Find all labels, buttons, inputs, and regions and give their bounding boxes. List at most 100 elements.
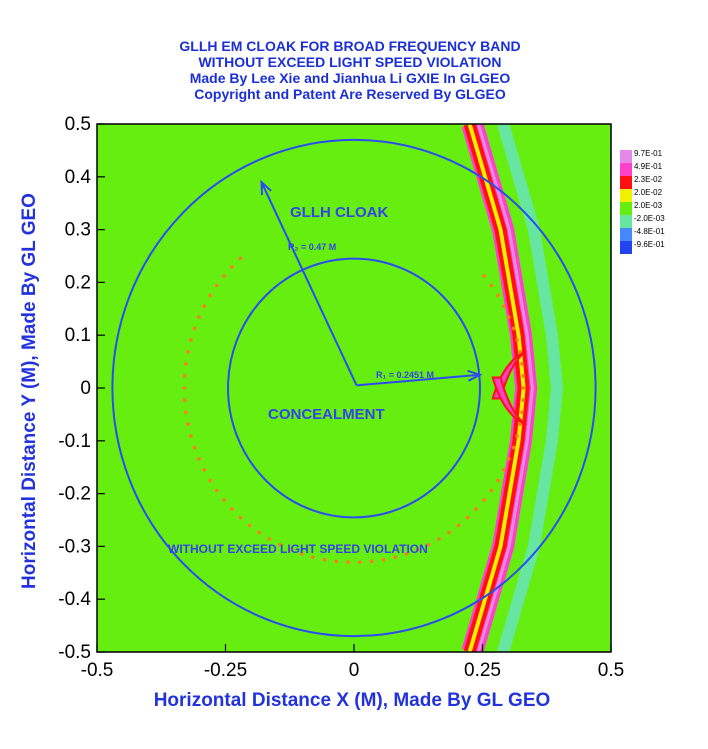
y-tick-label: 0.3: [65, 220, 91, 241]
boundary-dot: [299, 552, 304, 556]
boundary-dot: [521, 374, 526, 378]
boundary-dot: [415, 547, 420, 552]
boundary-dot: [184, 361, 188, 366]
r2-label: R₂ = 0.47 M: [288, 242, 336, 252]
legend-swatch: [620, 241, 632, 254]
boundary-dot: [521, 398, 526, 403]
boundary-dot: [521, 386, 526, 390]
boundary-dot: [208, 478, 212, 483]
boundary-dot: [189, 434, 193, 438]
boundary-dot: [186, 350, 190, 354]
legend-label: -2.0E-03: [634, 214, 665, 223]
x-tick-label: 0: [349, 660, 360, 681]
x-tick-label: 0.5: [598, 660, 624, 681]
r1-arrow-head: [467, 369, 483, 382]
y-tick-label: 0.4: [65, 167, 92, 188]
boundary-dot: [520, 361, 524, 366]
boundary-dot: [184, 410, 188, 415]
boundary-dot: [426, 542, 431, 547]
title-line-3: Made By Lee Xie and Jianhua Li GXIE In G…: [189, 70, 511, 86]
boundary-dot: [482, 498, 486, 502]
boundary-dot: [230, 265, 234, 269]
boundary-dot: [518, 350, 522, 354]
boundary-dot: [437, 537, 441, 541]
boundary-dot: [222, 498, 226, 502]
legend-swatch: [620, 176, 632, 189]
boundary-dot: [197, 315, 201, 319]
r1-label: R₁ = 0.2451 M: [376, 370, 434, 380]
boundary-dot: [482, 274, 486, 278]
legend-swatch: [620, 202, 632, 215]
boundary-dot: [214, 488, 219, 493]
boundary-dot: [515, 338, 519, 342]
boundary-dot: [515, 434, 519, 438]
boundary-dot: [496, 478, 500, 483]
legend-label: 4.9E-01: [634, 162, 663, 171]
y-tick-label: -0.5: [58, 642, 91, 663]
legend-swatch: [620, 150, 632, 163]
boundary-dot: [322, 557, 327, 562]
legend-swatch: [620, 215, 632, 228]
r2-arrow-head: [260, 179, 272, 196]
boundary-dot: [197, 457, 201, 461]
boundary-dot: [182, 398, 187, 403]
y-tick-label: 0.5: [65, 114, 91, 135]
legend-label: 9.7E-01: [634, 149, 663, 158]
boundary-dot: [238, 256, 243, 261]
boundary-dot: [456, 523, 461, 528]
circle-inner: [227, 257, 481, 519]
y-tick-label: 0.1: [65, 325, 91, 346]
boundary-dot: [511, 445, 516, 450]
boundary-dot: [186, 422, 190, 427]
boundary-dot: [257, 530, 261, 535]
x-tick-label: -0.5: [81, 660, 114, 681]
y-tick-label: 0: [80, 378, 91, 399]
boundary-dot: [277, 542, 282, 547]
boundary-dot: [182, 374, 187, 378]
title-line-1: GLLH EM CLOAK FOR BROAD FREQUENCY BAND: [179, 38, 521, 54]
boundary-dot: [230, 507, 234, 511]
concealment-label: CONCEALMENT: [268, 406, 385, 423]
cloak-label: GLLH CLOAK: [290, 204, 388, 221]
boundary-dot: [214, 283, 219, 288]
y-tick-label: -0.1: [58, 431, 91, 452]
boundary-dot: [247, 523, 252, 528]
y-tick-label: -0.3: [58, 536, 91, 557]
boundary-dot: [447, 530, 451, 535]
x-tick-label: -0.25: [204, 660, 247, 681]
legend: 9.7E-01 4.9E-01 2.3E-02 2.0E-02 2.0E-03 -2.0E…: [620, 149, 665, 254]
boundary-dot: [474, 507, 478, 511]
wave-band-cyan: [497, 124, 564, 652]
boundary-dot: [238, 515, 243, 520]
boundary-dot: [358, 560, 362, 564]
x-tick-label: 0.25: [464, 660, 501, 681]
boundary-dot: [520, 410, 524, 415]
boundary-dot: [202, 468, 206, 472]
boundary-dot: [192, 445, 197, 450]
boundary-dot: [182, 386, 187, 390]
legend-label: 2.0E-03: [634, 201, 663, 210]
boundary-dot: [502, 304, 506, 309]
boundary-dot: [496, 293, 500, 298]
boundary-dot: [507, 457, 511, 461]
circle-outer: [111, 138, 597, 638]
legend-label: -9.6E-01: [634, 240, 665, 249]
boundary-dot: [267, 537, 271, 541]
boundary-dot: [208, 293, 212, 298]
boundary-dot: [189, 338, 193, 342]
title-line-2: WITHOUT EXCEED LIGHT SPEED VIOLATION: [198, 54, 502, 70]
legend-swatch: [620, 163, 632, 176]
boundary-dot: [502, 468, 506, 472]
boundary-dot: [381, 557, 386, 562]
boundary-dot: [489, 283, 494, 288]
boundary-dot: [507, 315, 511, 319]
title-line-4: Copyright and Patent Are Reserved By GLG…: [194, 86, 506, 102]
field-layer: [461, 124, 564, 652]
boundary-dot: [222, 274, 226, 278]
boundary-dot: [489, 488, 494, 493]
tick-layer: -0.5 -0.25 0 0.25 0.5 0.5 0.4 0.3 0.2 0.1 0 -0.1 -0.…: [58, 114, 624, 681]
y-tick-label: -0.4: [58, 589, 91, 610]
boundary-dot: [518, 422, 522, 427]
boundary-dot: [404, 552, 409, 556]
